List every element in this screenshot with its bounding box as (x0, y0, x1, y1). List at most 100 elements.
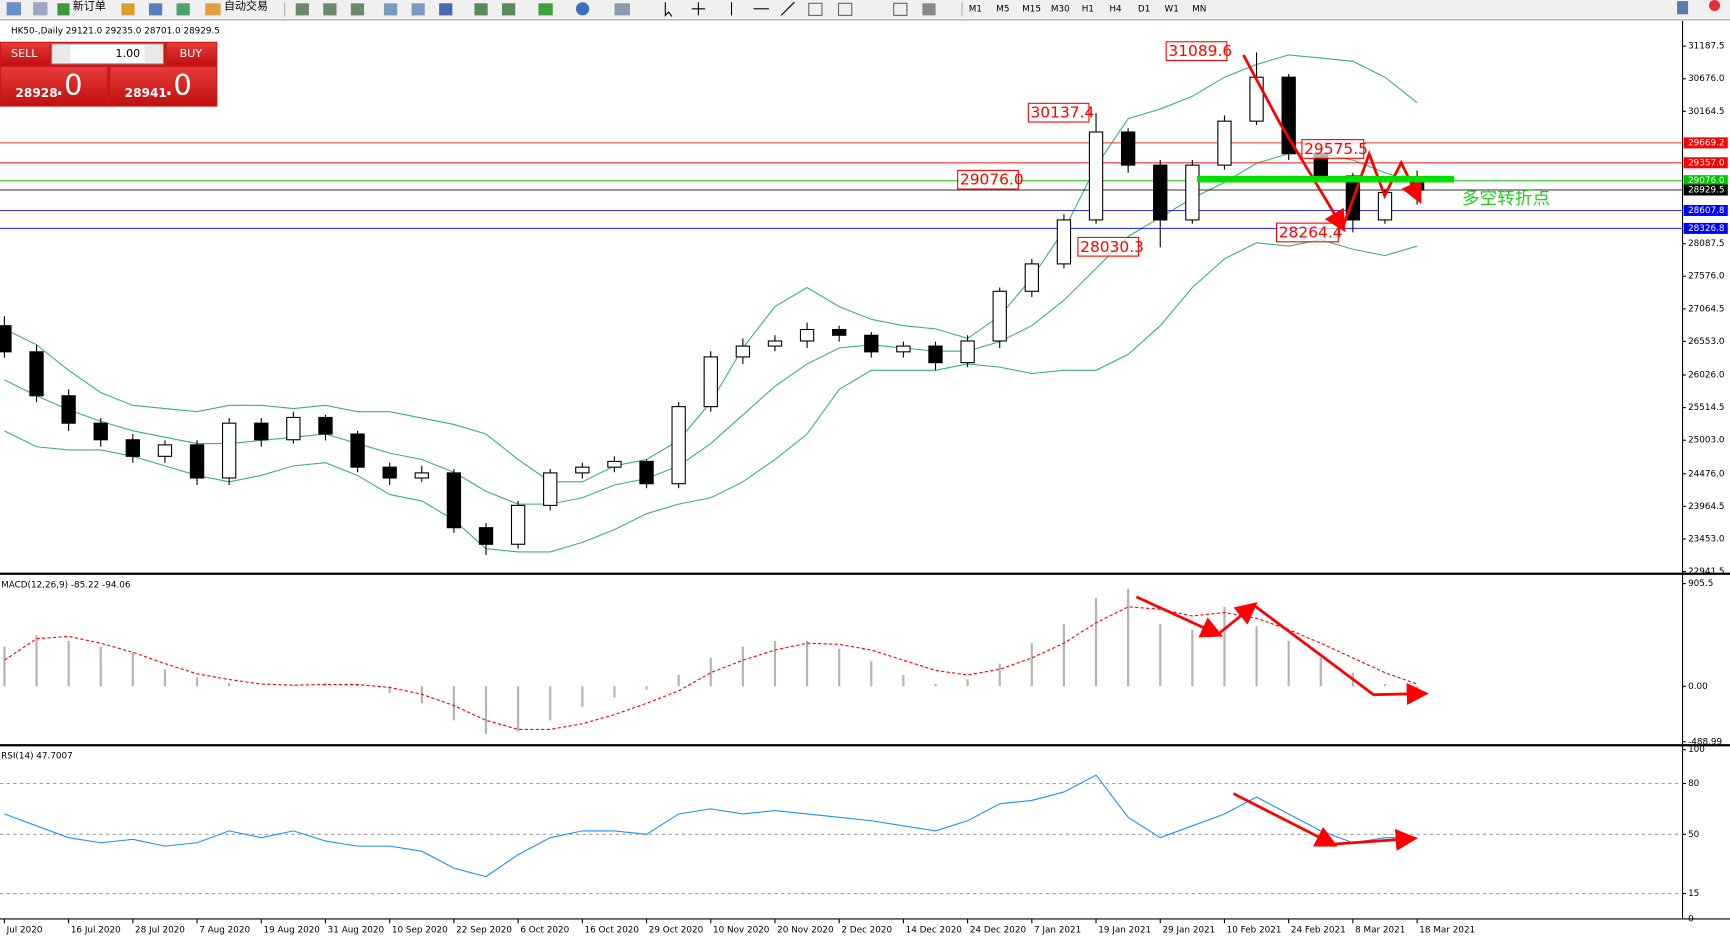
crosshair-tool[interactable] (691, 2, 706, 16)
y-tick-label: 0 (1688, 914, 1694, 924)
trendline-tool[interactable] (780, 1, 795, 16)
new-order-icon[interactable] (57, 3, 70, 16)
periods[interactable] (575, 2, 590, 16)
alert-icon[interactable] (1709, 0, 1721, 11)
auto-trading-icon[interactable] (205, 3, 221, 16)
tool-icon[interactable] (121, 3, 135, 16)
bollinger-band (4, 153, 1418, 505)
x-tick-label: 2 Dec 2020 (841, 925, 892, 935)
y-tick-label: -488.99 (1688, 737, 1722, 747)
macd-bar (195, 677, 199, 687)
price-annotation-box (1165, 41, 1228, 62)
timeframe[interactable]: M15 (1022, 4, 1041, 14)
timeframe[interactable]: W1 (1165, 4, 1179, 14)
tool-icon[interactable] (295, 3, 309, 16)
sell-label[interactable]: SELL (11, 47, 38, 60)
macd-bar (581, 686, 584, 707)
macd-bar (452, 686, 456, 721)
macd-bar (35, 635, 38, 687)
volume[interactable]: 1.00 (116, 47, 141, 60)
price-annotation: 28264.4 (1279, 224, 1343, 242)
arrow (1217, 602, 1258, 636)
x-tick-label: 29 Jan 2021 (1162, 925, 1215, 935)
price-annotation-box (1301, 139, 1365, 159)
macd-bar (1030, 643, 1033, 687)
toolbar-bg (0, 0, 1730, 19)
buy-price-fraction[interactable]: .0 (164, 68, 191, 102)
fibo-tool[interactable] (837, 2, 853, 16)
buy-label[interactable]: BUY (180, 47, 203, 60)
cursor-tool[interactable] (664, 2, 673, 17)
tool-icon[interactable] (148, 3, 163, 16)
zoom-out[interactable] (411, 3, 425, 16)
y-tick-label: 905.5 (1688, 579, 1713, 589)
x-tick-label: 10 Feb 2021 (1227, 925, 1282, 935)
timeframe[interactable]: H1 (1082, 4, 1094, 14)
macd-bar (1159, 623, 1162, 687)
buy-price-box[interactable] (110, 67, 217, 106)
chart-title: HK50-,Daily 29121.0 29235.0 28701.0 2892… (11, 26, 220, 36)
tool-icon[interactable] (502, 3, 516, 16)
new-order[interactable]: 新订单 (73, 0, 106, 13)
search-icon[interactable] (1677, 1, 1689, 15)
timeframe[interactable]: D1 (1138, 4, 1150, 14)
candle-body (928, 345, 943, 364)
y-tick-label: 26026.0 (1688, 371, 1725, 381)
candle-body (382, 466, 397, 479)
tile[interactable] (439, 3, 453, 16)
timeframe[interactable]: MN (1192, 4, 1206, 14)
tool-icon[interactable] (474, 3, 488, 16)
candle-body (93, 422, 108, 441)
indicators[interactable] (538, 3, 553, 16)
macd-bar (1094, 597, 1098, 687)
x-tick-label: 19 Jan 2021 (1098, 925, 1151, 935)
zoom-in[interactable] (383, 3, 398, 16)
channel-tool[interactable] (808, 2, 823, 16)
timeframe[interactable]: M1 (969, 4, 982, 14)
y-tick-label: 27064.5 (1688, 304, 1724, 314)
tool-icon[interactable] (176, 3, 190, 16)
y-tick-label: 31187.5 (1688, 42, 1724, 52)
templates[interactable] (614, 3, 630, 16)
x-tick-label: 14 Dec 2020 (906, 925, 963, 935)
sell-price-box[interactable] (1, 67, 108, 106)
macd-bar (1383, 684, 1387, 687)
price-annotation: 31089.6 (1168, 42, 1232, 60)
y-tick-label: 80 (1688, 779, 1700, 789)
buy-price[interactable]: 28941 (125, 86, 167, 100)
y-tick-label: 26553.0 (1688, 337, 1725, 347)
volume-down[interactable] (52, 45, 71, 63)
macd-bar (966, 679, 969, 687)
volume-input[interactable] (51, 43, 164, 65)
sell-price[interactable]: 28928 (15, 86, 57, 100)
macd-bar (228, 682, 231, 687)
macd-bar (1319, 657, 1322, 687)
shapes-tool[interactable] (922, 3, 936, 16)
timeframe[interactable]: M30 (1051, 4, 1070, 14)
tool-icon[interactable] (6, 2, 21, 16)
buy-button[interactable] (166, 42, 217, 65)
arrow (1253, 604, 1429, 705)
toolbar: 新订单 自动交易 M1 M5 M15 M30 H1 H4 D1 W1 MN (0, 0, 1730, 19)
volume-up[interactable] (144, 45, 163, 63)
sell-button[interactable] (1, 42, 50, 65)
tool-icon[interactable] (33, 2, 48, 16)
tool-icon[interactable] (323, 3, 337, 16)
timeframe[interactable]: M5 (996, 4, 1009, 14)
tool-icon[interactable] (350, 3, 365, 16)
macd-bar (998, 663, 1001, 687)
timeframe[interactable]: H4 (1109, 4, 1122, 14)
y-tick-label: 22941.5 (1688, 567, 1724, 577)
sell-price-fraction[interactable]: .0 (55, 68, 82, 102)
price-level-tag (1683, 157, 1728, 169)
candle-body (992, 290, 1007, 342)
auto-trading[interactable]: 自动交易 (224, 0, 268, 13)
x-tick-label: 10 Sep 2020 (392, 925, 448, 935)
label-tool[interactable] (893, 2, 908, 16)
candle-body (639, 460, 654, 485)
candle-body (1217, 120, 1232, 166)
macd-bar (292, 685, 295, 687)
candle-body (29, 351, 44, 397)
